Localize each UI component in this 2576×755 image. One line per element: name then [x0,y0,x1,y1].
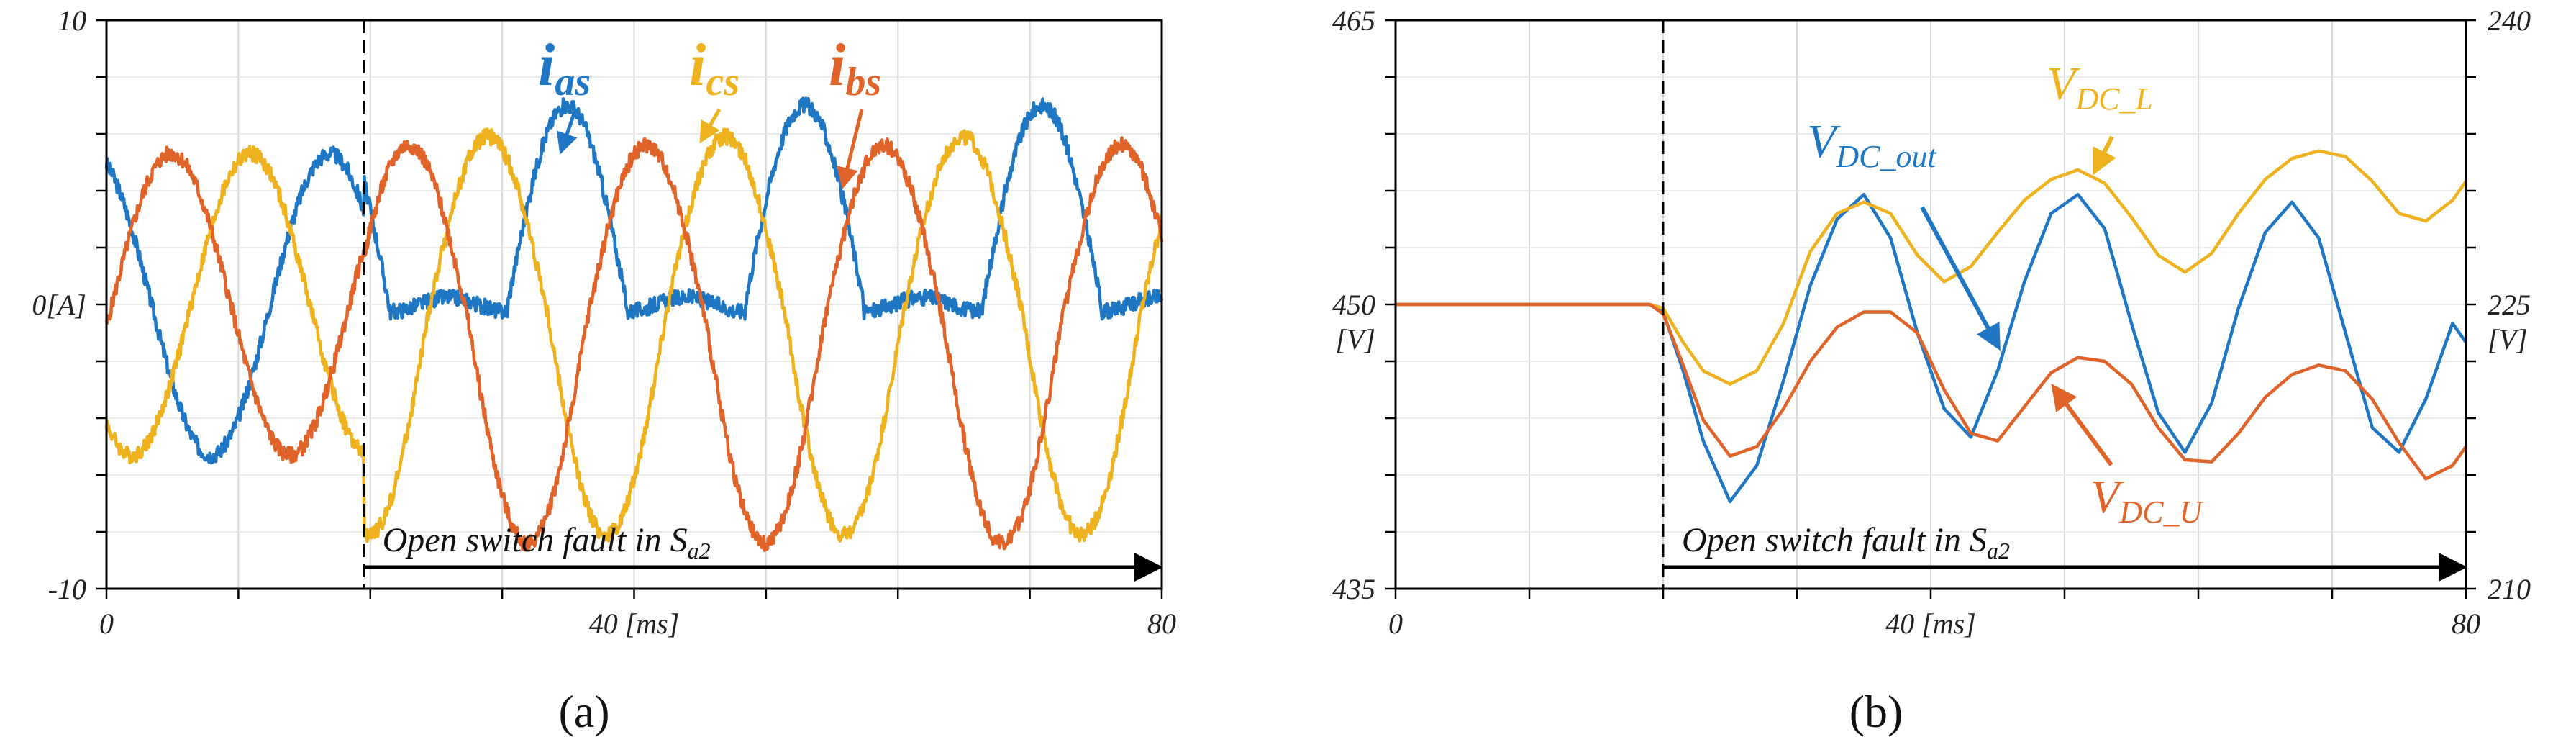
label-vdc-out: VDC_out [1807,115,1937,174]
panel-a-fault-annotation: Open switch fault in Sa2 [383,521,711,564]
label-ibs: ibs [829,32,881,104]
panel-b-chart: 465 450 435 240 225 210 0 40 [ms] 80 [V] [V] O… [1332,4,2531,737]
y-tick-label: 435 [1332,573,1375,605]
y-tick-label: 465 [1332,4,1375,37]
series-line-dc-u [1396,302,2467,481]
pointer-vdc-u [2051,384,2113,466]
x-tick-label: 80 [1147,607,1176,640]
panel-a-label: (a) [558,686,609,737]
pointer-vdc-out [1920,206,2001,351]
panel-a-series [104,96,1164,553]
y-tick-label: 0[A] [32,289,86,321]
y-tick-label: -10 [48,573,86,605]
pointer-vdc-l [2093,135,2116,176]
x-tick-label: 0 [99,607,114,640]
y-tick-label: 450 [1332,289,1375,321]
y-tick-label: 10 [58,4,86,37]
panel-b-y-axis-left: 465 450 435 [1332,4,1396,605]
x-tick-label: 40 [ms] [589,607,680,640]
label-ics: ics [689,32,739,104]
y-right-tick-label: 210 [2488,573,2531,605]
pointer-ias [556,109,578,155]
series-line-dc-out [1396,193,2467,504]
panel-b-y-axis-right: 240 225 210 [2466,4,2531,605]
panel-a-x-axis: 0 40 [ms] 80 [99,589,1176,640]
panel-b-series [1396,149,2467,504]
y-right-tick-label: 240 [2488,4,2531,37]
label-vdc-l: VDC_L [2047,58,2153,117]
series-line-dc-l [1396,149,2467,386]
panel-b-x-axis: 0 40 [ms] 80 [1388,589,2480,640]
x-tick-label: 40 [ms] [1885,607,1976,640]
panel-b-y-unit-right: [V] [2488,323,2528,356]
panel-b-fault-annotation: Open switch fault in Sa2 [1682,521,2010,564]
panel-b-y-unit-left: [V] [1335,323,1375,356]
panel-b-label: (b) [1849,686,1903,737]
panel-a-y-axis: 10 0[A] -10 [32,4,106,605]
panel-a-grid [106,20,1162,589]
pointer-ics [699,108,722,144]
label-ias: ias [538,32,591,104]
x-tick-label: 0 [1388,607,1403,640]
pointer-ibs [837,109,864,189]
panel-a-chart: 10 0[A] -10 0 40 [ms] 80 Open switch fault i… [32,4,1176,737]
x-tick-label: 80 [2452,607,2480,640]
series-line-ias [104,96,1164,465]
series-line-ibs [104,136,1164,553]
label-vdc-u: VDC_U [2090,471,2204,530]
y-right-tick-label: 225 [2488,289,2531,321]
series-line-ics [104,127,1163,543]
